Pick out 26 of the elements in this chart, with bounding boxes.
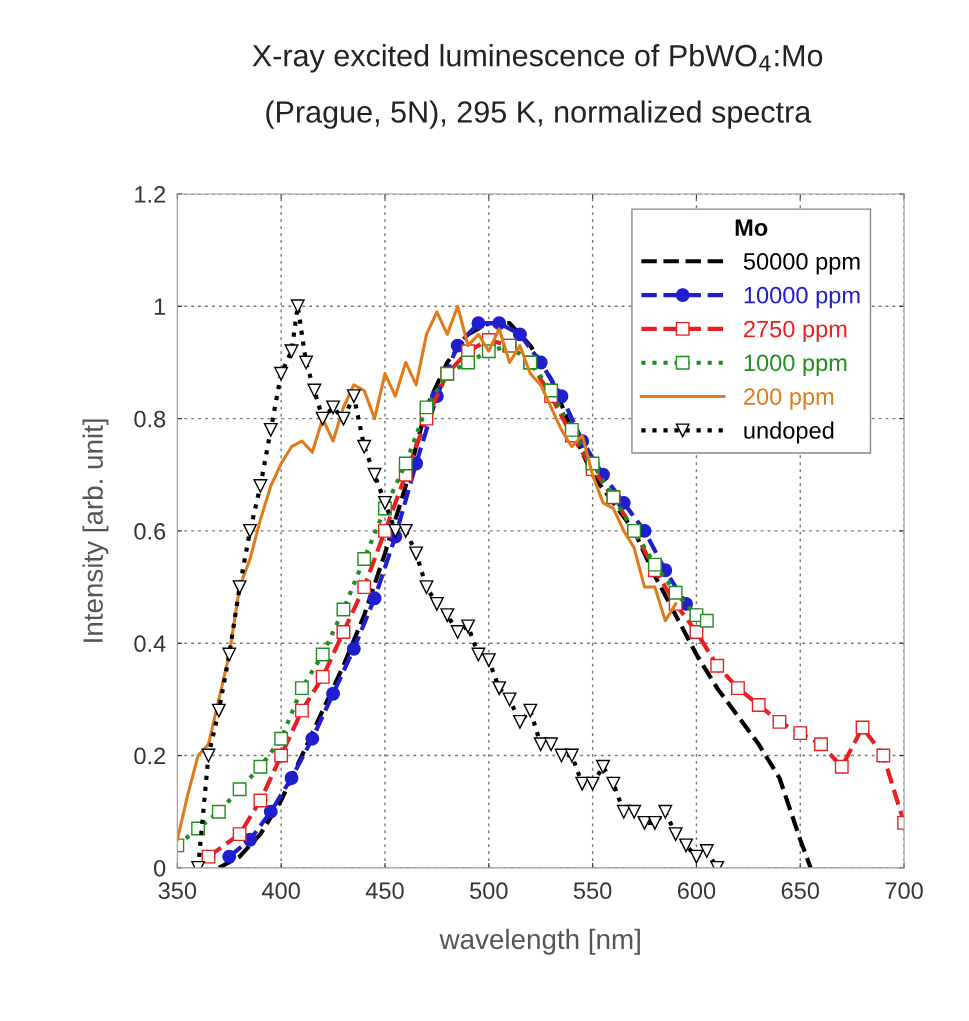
- x-tick-label: 350: [158, 882, 197, 900]
- legend-label: 200 ppm: [744, 388, 834, 410]
- legend-label: 2750 ppm: [744, 320, 847, 343]
- x-tick-label: 650: [781, 882, 820, 900]
- x-tick-label: 550: [573, 882, 612, 900]
- x-tick-label: 700: [885, 882, 923, 900]
- legend-label: 1000 ppm: [744, 354, 847, 376]
- legend-title: Mo: [735, 219, 768, 236]
- legend-label: undoped: [744, 421, 834, 444]
- chart-subtitle: (Prague, 5N), 295 K, normalized spectra: [266, 100, 812, 129]
- y-tick-label: 0.4: [134, 635, 166, 653]
- x-axis-title: wavelength [nm]: [439, 928, 640, 955]
- x-tick-label: 400: [262, 882, 300, 900]
- legend-label: 50000 ppm: [743, 253, 860, 275]
- y-tick-label: 0.2: [134, 747, 166, 765]
- y-axis-title: Intensity [arb. unit]: [82, 419, 109, 642]
- legend-label: 10000 ppm: [744, 286, 860, 309]
- y-tick-label: 0: [154, 859, 166, 877]
- x-tick-label: 600: [677, 882, 716, 900]
- x-tick-label: 450: [365, 882, 404, 900]
- y-tick-label: 0.6: [134, 522, 166, 540]
- y-tick-label: 1.2: [135, 186, 166, 203]
- chart-title: X-ray excited luminescence of PbWO$_{4}$:Mo: [252, 44, 823, 73]
- y-tick-label: 1: [154, 298, 166, 315]
- x-tick-label: 500: [470, 882, 508, 900]
- y-tick-label: 0.8: [134, 410, 166, 428]
